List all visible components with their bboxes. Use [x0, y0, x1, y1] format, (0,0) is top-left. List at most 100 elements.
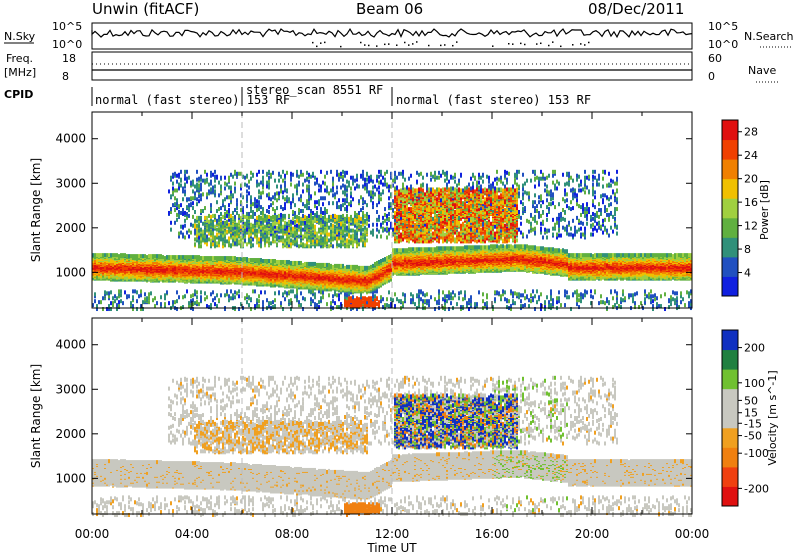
- freq-label: Freq.: [6, 52, 33, 65]
- heat-cell: [108, 253, 110, 257]
- heat-cell: [188, 301, 190, 305]
- heat-cell: [94, 253, 96, 257]
- heat-cell: [136, 254, 138, 258]
- heat-cell: [200, 228, 202, 232]
- heat-cell: [174, 172, 176, 176]
- nsearch-point: [416, 41, 418, 43]
- heat-cell: [120, 299, 122, 303]
- heat-cell: [176, 180, 178, 184]
- heat-cell: [124, 253, 126, 257]
- heat-cell: [120, 253, 122, 257]
- heat-cell: [128, 254, 130, 258]
- heat-cell: [98, 300, 100, 304]
- heat-cell: [182, 197, 184, 201]
- nsearch-point: [552, 41, 554, 43]
- nsearch-point: [548, 45, 550, 47]
- heat-cell: [166, 290, 168, 294]
- heat-cell: [182, 295, 184, 299]
- heat-cell: [188, 235, 190, 239]
- heat-cell: [110, 290, 112, 294]
- nsearch-point: [560, 46, 562, 48]
- heat-cell: [194, 195, 196, 199]
- heat-cell: [158, 254, 160, 258]
- heat-cell: [132, 254, 134, 258]
- heat-cell: [152, 298, 154, 302]
- heat-cell: [144, 254, 146, 258]
- heat-cell: [186, 212, 188, 216]
- heat-cell: [188, 176, 190, 180]
- heat-cell: [192, 180, 194, 184]
- heat-cell: [122, 301, 124, 305]
- heat-cell: [108, 291, 110, 295]
- heat-cell: [180, 225, 182, 229]
- nave-tick-top: 60: [708, 52, 722, 65]
- heat-cell: [186, 289, 188, 293]
- heat-cell: [182, 186, 184, 190]
- heat-cell: [184, 183, 186, 187]
- heat-cell: [178, 232, 180, 236]
- heat-cell: [128, 294, 130, 298]
- heat-cell: [176, 174, 178, 178]
- heat-cell: [184, 255, 186, 259]
- heat-cell: [126, 254, 128, 258]
- heat-cell: [174, 221, 176, 225]
- heat-cell: [196, 178, 198, 182]
- heat-cell: [198, 255, 200, 259]
- cpid-label: CPID: [4, 88, 33, 101]
- heat-cell: [194, 219, 196, 223]
- heat-cell: [188, 208, 190, 212]
- heat-cell: [140, 254, 142, 258]
- heat-cell: [184, 235, 186, 239]
- nsearch-point: [428, 45, 430, 47]
- heat-cell: [126, 294, 128, 298]
- nsearch-point: [316, 46, 318, 48]
- heat-cell: [170, 176, 172, 180]
- heat-cell: [200, 290, 202, 294]
- heat-cell: [178, 255, 180, 259]
- heat-cell: [176, 188, 178, 192]
- heat-cell: [178, 214, 180, 218]
- nsearch-point: [376, 45, 378, 47]
- heat-cell: [182, 255, 184, 259]
- cpid-row: CPID normal (fast stereo) 153 RF stereo_…: [4, 83, 591, 107]
- heat-cell: [198, 216, 200, 220]
- heat-cell: [138, 294, 140, 298]
- heat-cell: [174, 202, 176, 206]
- heat-cell: [162, 255, 164, 259]
- heat-cell: [98, 253, 100, 257]
- cpid-segment-label: stereo_scan 8551 RF: [246, 83, 383, 97]
- heat-cell: [118, 300, 120, 304]
- heat-cell: [104, 290, 106, 294]
- heat-cell: [194, 255, 196, 259]
- heat-cell: [194, 185, 196, 189]
- heat-cell: [176, 290, 178, 294]
- summary-plot: Unwin (fitACF) Beam 06 08/Dec/2011 N.Sky…: [0, 0, 800, 554]
- heat-cell: [176, 299, 178, 303]
- heat-cell: [156, 254, 158, 258]
- heat-cell: [184, 174, 186, 178]
- heat-cell: [192, 201, 194, 205]
- heat-cell: [166, 255, 168, 259]
- nsky-tick-bottom-right: 10^0: [708, 38, 738, 51]
- heat-cell: [110, 301, 112, 305]
- heat-cell: [116, 303, 118, 307]
- heat-cell: [150, 291, 152, 295]
- heat-cell: [164, 256, 166, 260]
- heat-cell: [200, 295, 202, 299]
- heat-cell: [174, 196, 176, 200]
- nsearch-point: [524, 44, 526, 46]
- nsearch-point: [408, 44, 410, 46]
- radar-title: Unwin (fitACF): [92, 0, 199, 18]
- heat-cell: [174, 188, 176, 192]
- nsky-tick-bottom-left: 10^0: [52, 38, 82, 51]
- nsky-label: N.Sky: [4, 30, 36, 43]
- heat-cell: [188, 255, 190, 259]
- heat-cell: [118, 304, 120, 308]
- nsearch-point: [324, 42, 326, 44]
- freq-unit: [MHz]: [4, 66, 36, 79]
- heat-cell: [154, 254, 156, 258]
- heat-cell: [124, 290, 126, 294]
- heat-cell: [174, 300, 176, 304]
- heat-cell: [134, 254, 136, 258]
- heat-cell: [196, 170, 198, 174]
